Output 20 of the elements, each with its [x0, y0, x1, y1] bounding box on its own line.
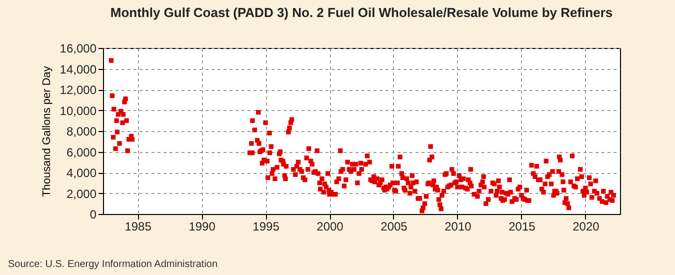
y-tick-label: 0 [90, 208, 97, 222]
x-tick-label: 2010 [444, 220, 472, 234]
y-tick-label: 4,000 [66, 166, 97, 180]
y-tick-label: 10,000 [60, 104, 97, 118]
x-tick-label: 1990 [188, 220, 216, 234]
y-tick-label: 12,000 [60, 83, 97, 97]
y-tick-label: 8,000 [66, 124, 97, 138]
y-tick-label: 6,000 [66, 145, 97, 160]
source-note: Source: U.S. Energy Information Administration [8, 259, 218, 270]
y-tick-label: 16,000 [60, 42, 97, 56]
y-tick-label: 2,000 [66, 186, 97, 201]
y-tick-label: 14,000 [60, 62, 97, 76]
x-tick-label: 1995 [252, 220, 280, 234]
x-tick-label: 2000 [316, 220, 344, 234]
x-tick-label: 2015 [508, 220, 536, 234]
x-tick-label: 2005 [380, 220, 408, 234]
x-tick-label: 1985 [124, 220, 152, 234]
y-axis-title: Thousand Gallons per Day [40, 66, 53, 197]
chart-title: Monthly Gulf Coast (PADD 3) No. 2 Fuel Oil Wholesale/Resale Volume by Refiners [110, 5, 613, 20]
x-tick-label: 2020 [572, 220, 600, 234]
